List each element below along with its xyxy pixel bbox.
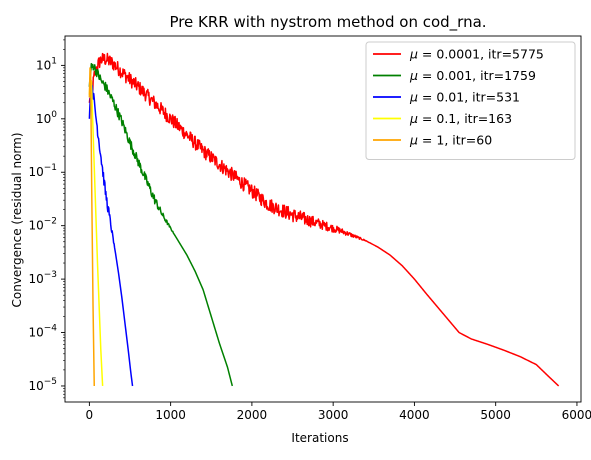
y-tick-label: 10−1	[28, 163, 57, 179]
legend-entry: μ = 0.001, itr=1759	[409, 68, 536, 83]
y-tick-label: 100	[36, 110, 57, 126]
series-line	[88, 80, 134, 387]
y-axis: 101 100 10−1 10−2 10−3 10−4 10−5	[28, 39, 65, 399]
legend-entry: μ = 0.1, itr=163	[409, 111, 512, 126]
series-line	[88, 67, 95, 386]
legend: μ = 0.0001, itr=5775 μ = 0.001, itr=1759 μ…	[365, 41, 576, 160]
x-axis-label: Iterations	[291, 431, 348, 445]
x-tick-label: 4000	[399, 408, 430, 422]
y-tick-label: 10−3	[28, 270, 57, 286]
x-tick-label: 3000	[318, 408, 349, 422]
y-tick-label: 10−2	[28, 217, 57, 233]
x-tick-label: 0	[86, 408, 94, 422]
x-axis: 0 1000 2000 3000 4000 5000 6000	[86, 402, 591, 422]
series-line	[88, 52, 560, 387]
chart-title: Pre KRR with nystrom method on cod_rna.	[169, 13, 486, 32]
series-layer	[88, 52, 560, 387]
series-line	[88, 62, 234, 387]
plot-area-frame	[64, 35, 582, 403]
x-tick-label: 1000	[155, 408, 186, 422]
legend-box	[365, 41, 576, 160]
legend-entry: μ = 0.01, itr=531	[409, 90, 520, 105]
y-tick-label: 10−5	[28, 377, 57, 393]
x-tick-label: 6000	[562, 408, 591, 422]
x-tick-label: 2000	[237, 408, 268, 422]
y-tick-label: 101	[36, 56, 57, 72]
legend-entry: μ = 0.0001, itr=5775	[409, 47, 544, 62]
x-tick-label: 5000	[480, 408, 511, 422]
y-tick-label: 10−4	[28, 324, 57, 340]
y-axis-label: Convergence (residual norm)	[10, 132, 24, 307]
legend-entry: μ = 1, itr=60	[409, 133, 492, 148]
